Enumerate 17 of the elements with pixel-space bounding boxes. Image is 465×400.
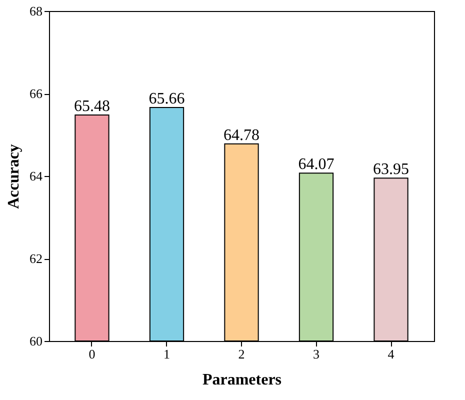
data-label: 65.48 [74,98,110,115]
data-label: 63.95 [373,161,410,178]
x-tick-label: 3 [313,346,320,362]
y-tick-label: 64 [30,168,43,184]
y-tick-label: 68 [30,4,42,18]
data-label: 64.07 [298,156,334,174]
x-tick-label: 4 [388,346,395,362]
x-tick-label: 0 [88,346,96,362]
y-tick-label: 62 [30,251,42,266]
y-axis-title: Accuracy [6,144,22,209]
y-tick-label: 66 [30,86,43,101]
x-tick-label: 1 [163,346,170,362]
x-tick-label: 2 [238,346,245,362]
data-label: 64.78 [224,126,260,144]
y-tick-label: 60 [30,334,42,348]
x-axis-title: Parameters [202,372,282,388]
data-label: 65.66 [148,90,185,108]
